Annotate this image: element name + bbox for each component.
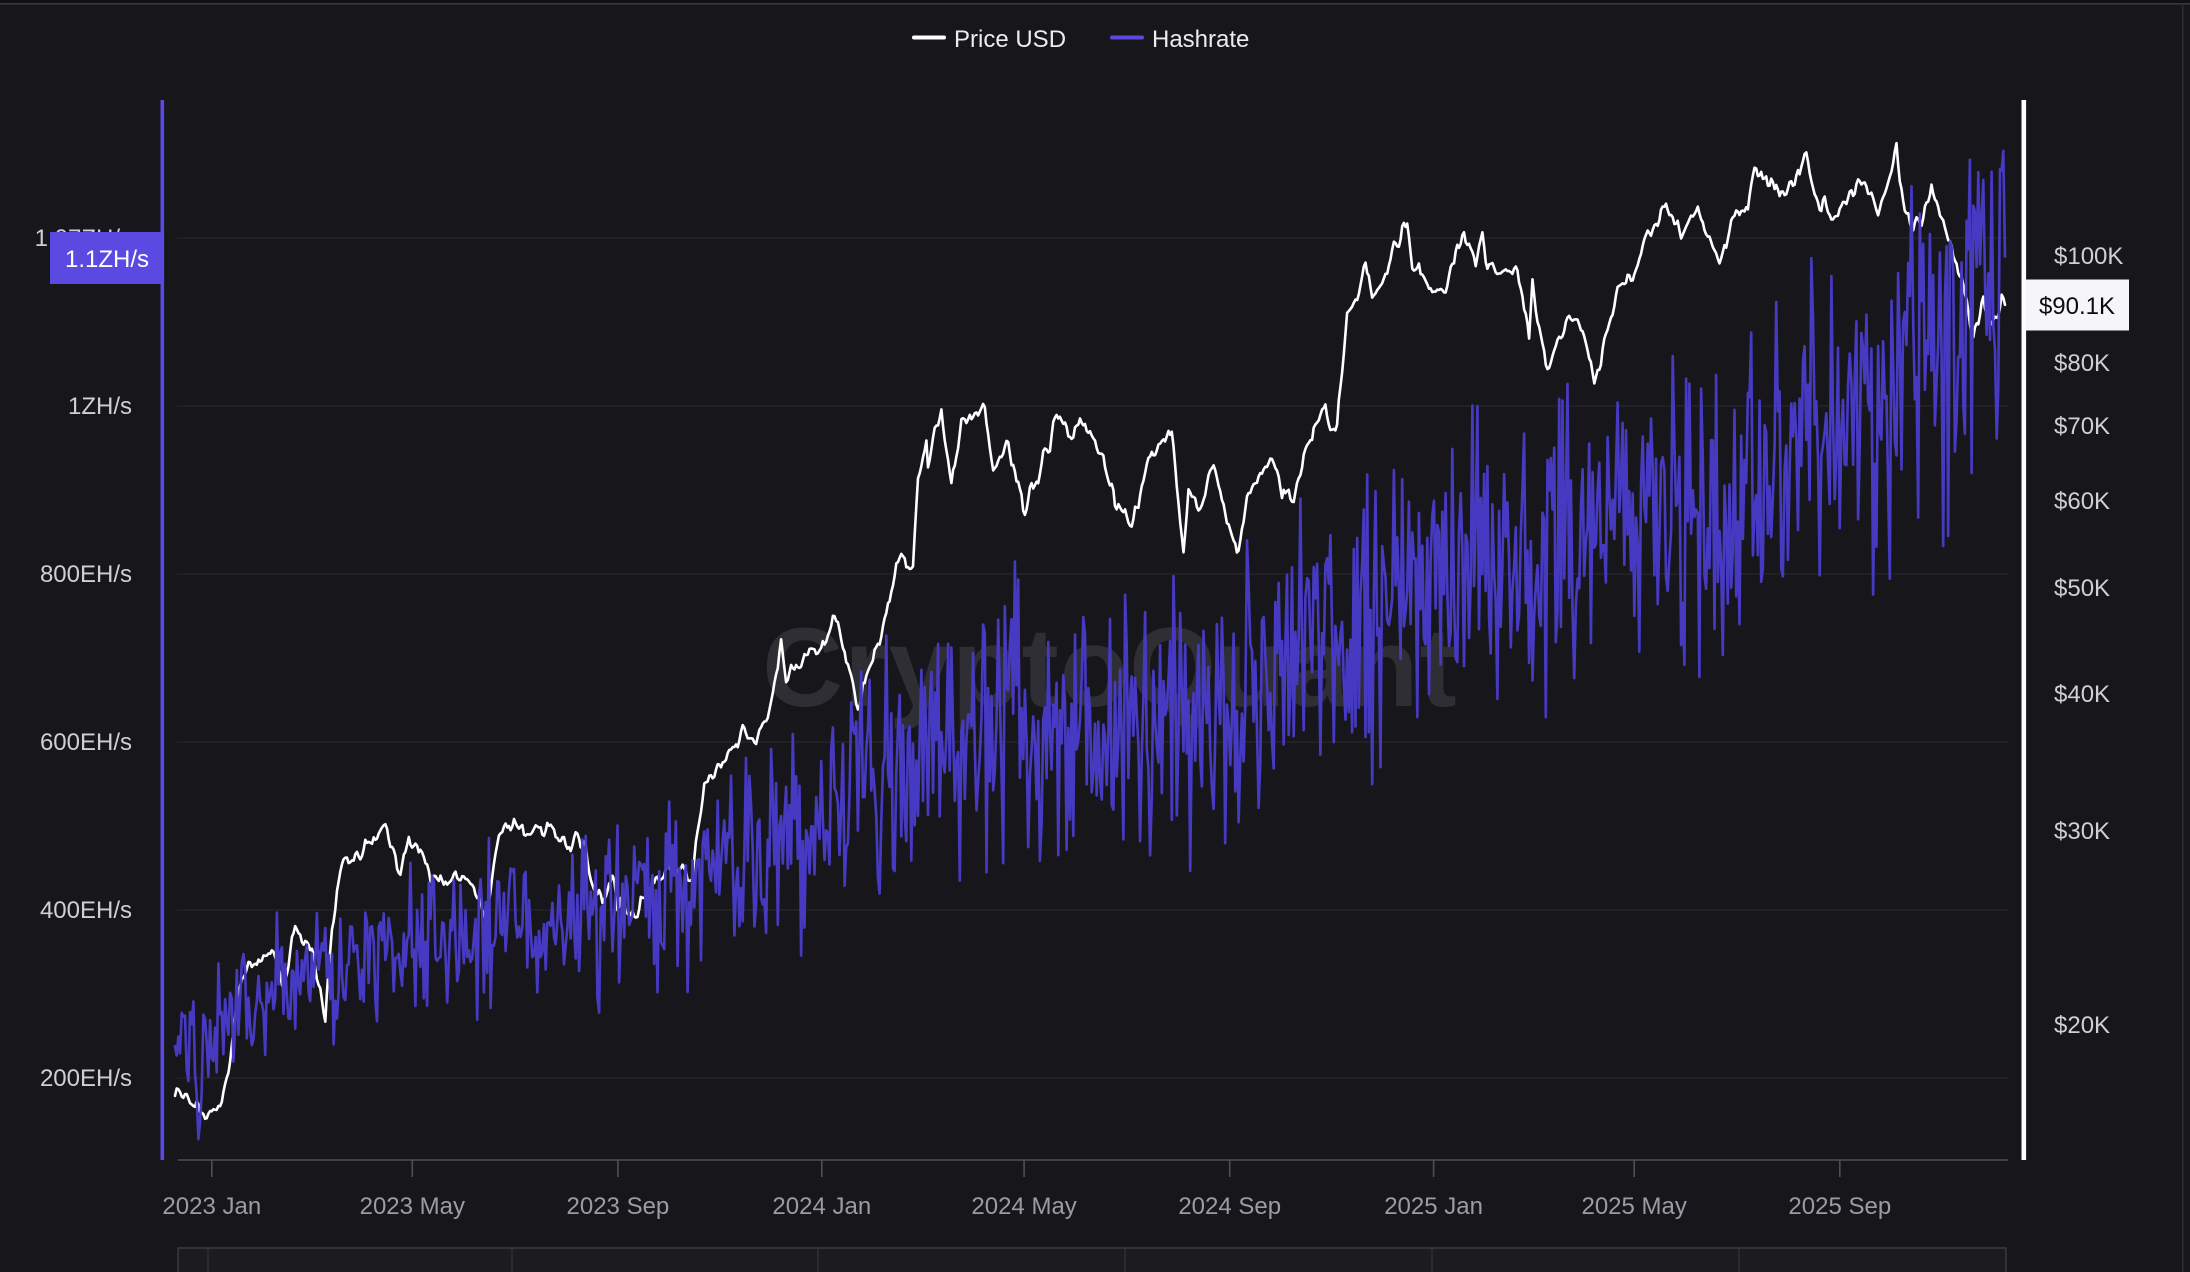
svg-text:2023 Sep: 2023 Sep — [567, 1193, 670, 1220]
svg-text:2025 Sep: 2025 Sep — [1788, 1193, 1891, 1220]
svg-text:$70K: $70K — [2054, 413, 2110, 440]
svg-text:$100K: $100K — [2054, 243, 2123, 270]
svg-text:2024 May: 2024 May — [971, 1193, 1076, 1220]
svg-text:2025 Jan: 2025 Jan — [1384, 1193, 1483, 1220]
svg-text:1.1ZH/s: 1.1ZH/s — [65, 246, 149, 273]
svg-text:400EH/s: 400EH/s — [40, 897, 132, 924]
svg-text:$80K: $80K — [2054, 350, 2110, 377]
svg-text:2024 Jan: 2024 Jan — [772, 1193, 871, 1220]
svg-text:$30K: $30K — [2054, 818, 2110, 845]
svg-text:Hashrate: Hashrate — [1152, 26, 1249, 53]
svg-text:$20K: $20K — [2054, 1012, 2110, 1039]
svg-text:$50K: $50K — [2054, 575, 2110, 602]
svg-text:Price USD: Price USD — [954, 26, 1066, 53]
svg-text:200EH/s: 200EH/s — [40, 1065, 132, 1092]
svg-text:800EH/s: 800EH/s — [40, 561, 132, 588]
svg-text:2024 Sep: 2024 Sep — [1178, 1193, 1281, 1220]
svg-text:1ZH/s: 1ZH/s — [68, 393, 132, 420]
svg-text:2023 May: 2023 May — [360, 1193, 465, 1220]
svg-text:$60K: $60K — [2054, 488, 2110, 515]
svg-text:2025 May: 2025 May — [1581, 1193, 1686, 1220]
svg-text:600EH/s: 600EH/s — [40, 729, 132, 756]
svg-text:$40K: $40K — [2054, 681, 2110, 708]
svg-text:2023 Jan: 2023 Jan — [162, 1193, 261, 1220]
svg-text:$90.1K: $90.1K — [2039, 293, 2115, 320]
